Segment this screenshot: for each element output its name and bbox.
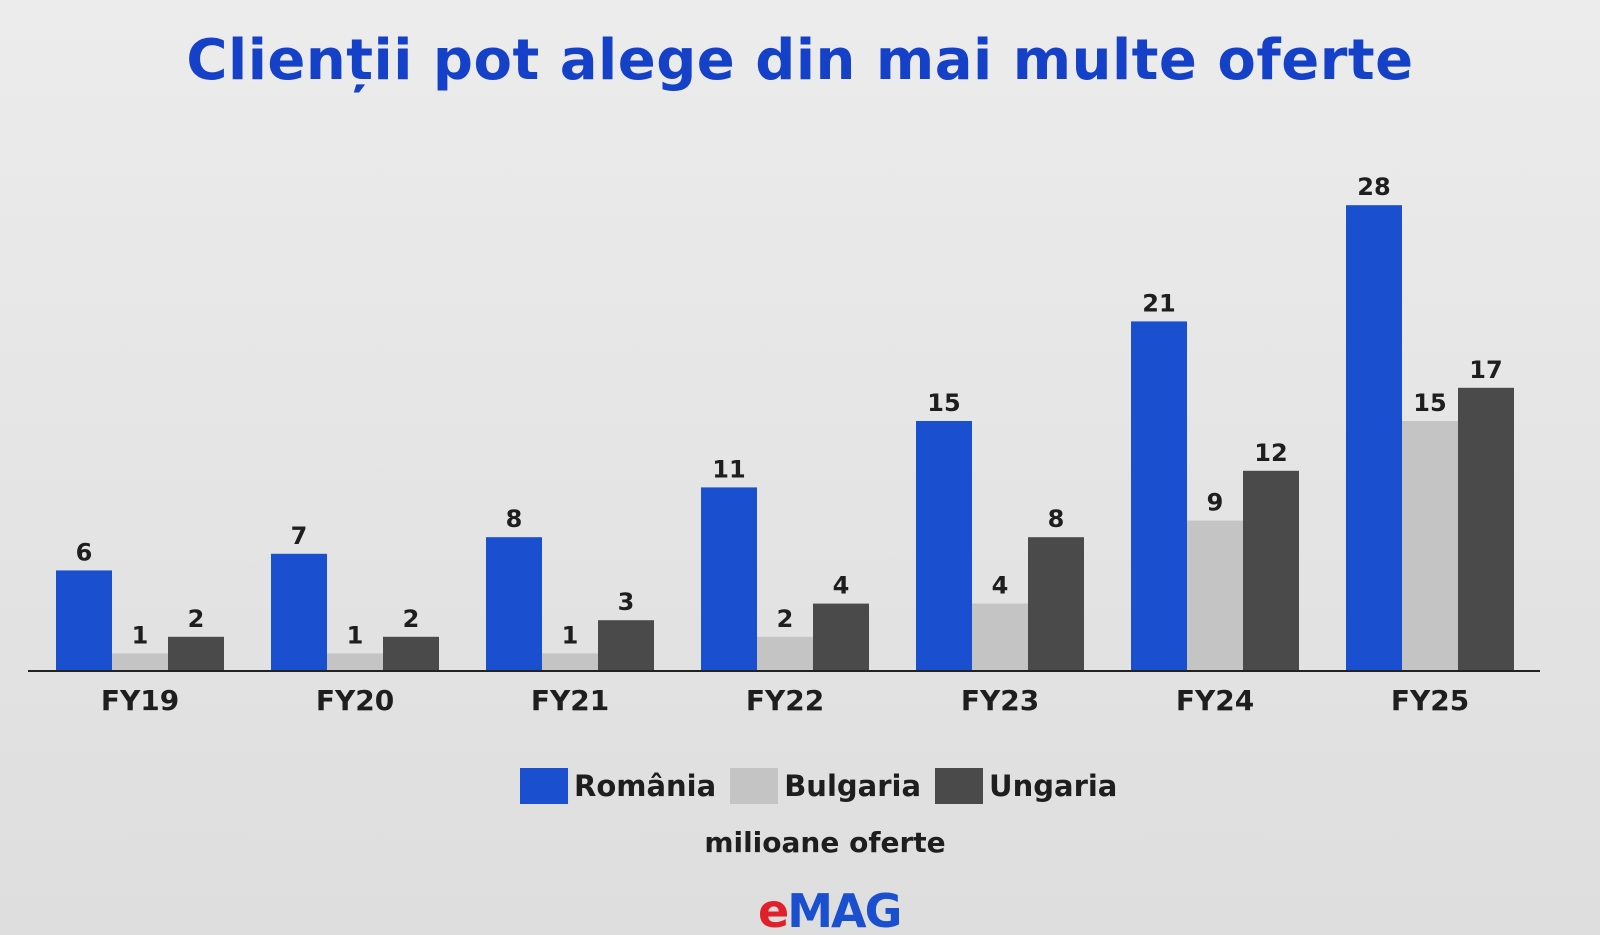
legend-item-ungaria: Ungaria	[935, 768, 1117, 804]
x-tick-label-fy19: FY19	[101, 684, 179, 717]
data-label-ungaria-fy21: 3	[618, 588, 635, 616]
legend-swatch-romania	[520, 768, 568, 804]
legend-item-romania: România	[520, 768, 716, 804]
chart-title: Clienții pot alege din mai multe oferte	[186, 28, 1414, 93]
bar-romania-fy22	[701, 487, 757, 670]
bar-romania-fy23	[916, 421, 972, 670]
legend-label-romania: România	[574, 769, 717, 803]
bar-bulgaria-fy22	[757, 636, 813, 670]
bar-bulgaria-fy20	[327, 653, 383, 670]
data-label-ungaria-fy24: 12	[1254, 439, 1287, 467]
data-label-bulgaria-fy20: 1	[347, 621, 364, 649]
bar-bulgaria-fy23	[972, 603, 1028, 670]
data-label-bulgaria-fy25: 15	[1413, 389, 1446, 417]
data-label-bulgaria-fy22: 2	[777, 605, 794, 633]
legend-swatch-bulgaria	[730, 768, 779, 804]
bar-bulgaria-fy19	[112, 653, 168, 670]
emag-logo: eMAG	[758, 888, 902, 934]
data-label-romania-fy25: 28	[1357, 173, 1390, 201]
bar-romania-fy20	[271, 553, 327, 670]
data-label-romania-fy23: 15	[927, 389, 960, 417]
data-label-bulgaria-fy24: 9	[1207, 489, 1224, 517]
bar-ungaria-fy24	[1243, 470, 1299, 670]
x-tick-label-fy25: FY25	[1391, 684, 1469, 717]
bar-bulgaria-fy24	[1187, 520, 1243, 670]
data-label-romania-fy19: 6	[76, 538, 93, 566]
bar-ungaria-fy20	[383, 636, 439, 670]
logo-e: e	[758, 884, 789, 935]
chart-legend: România Bulgaria Ungaria	[520, 768, 1123, 804]
bar-ungaria-fy22	[813, 603, 869, 670]
data-label-bulgaria-fy19: 1	[132, 621, 149, 649]
data-label-ungaria-fy23: 8	[1048, 505, 1065, 533]
bar-romania-fy25	[1346, 205, 1402, 670]
data-label-bulgaria-fy23: 4	[992, 572, 1009, 600]
data-label-ungaria-fy22: 4	[833, 572, 850, 600]
data-label-romania-fy21: 8	[506, 505, 523, 533]
bar-bulgaria-fy25	[1402, 421, 1458, 670]
data-label-ungaria-fy20: 2	[403, 605, 420, 633]
bar-ungaria-fy23	[1028, 537, 1084, 670]
bar-romania-fy19	[56, 570, 112, 670]
data-label-romania-fy20: 7	[291, 522, 308, 550]
bar-ungaria-fy25	[1458, 387, 1514, 670]
x-tick-label-fy21: FY21	[531, 684, 609, 717]
bar-bulgaria-fy21	[542, 653, 598, 670]
data-label-bulgaria-fy21: 1	[562, 621, 579, 649]
logo-mag: MAG	[787, 884, 902, 935]
bar-ungaria-fy19	[168, 636, 224, 670]
data-label-ungaria-fy19: 2	[188, 605, 205, 633]
chart-subtitle: milioane oferte	[704, 826, 946, 859]
x-tick-label-fy20: FY20	[316, 684, 394, 717]
x-tick-label-fy24: FY24	[1176, 684, 1254, 717]
legend-label-bulgaria: Bulgaria	[784, 769, 922, 803]
bar-chart: 612FY19712FY20813FY211124FY221548FY23219…	[28, 173, 1540, 717]
data-label-romania-fy24: 21	[1142, 289, 1175, 317]
legend-label-ungaria: Ungaria	[989, 769, 1118, 803]
x-tick-label-fy22: FY22	[746, 684, 824, 717]
legend-item-bulgaria: Bulgaria	[730, 768, 921, 804]
data-label-romania-fy22: 11	[712, 455, 745, 483]
data-label-ungaria-fy25: 17	[1469, 356, 1502, 384]
x-tick-label-fy23: FY23	[961, 684, 1039, 717]
bar-romania-fy21	[486, 537, 542, 670]
bar-ungaria-fy21	[598, 620, 654, 670]
bar-romania-fy24	[1131, 321, 1187, 670]
legend-swatch-ungaria	[935, 768, 984, 804]
